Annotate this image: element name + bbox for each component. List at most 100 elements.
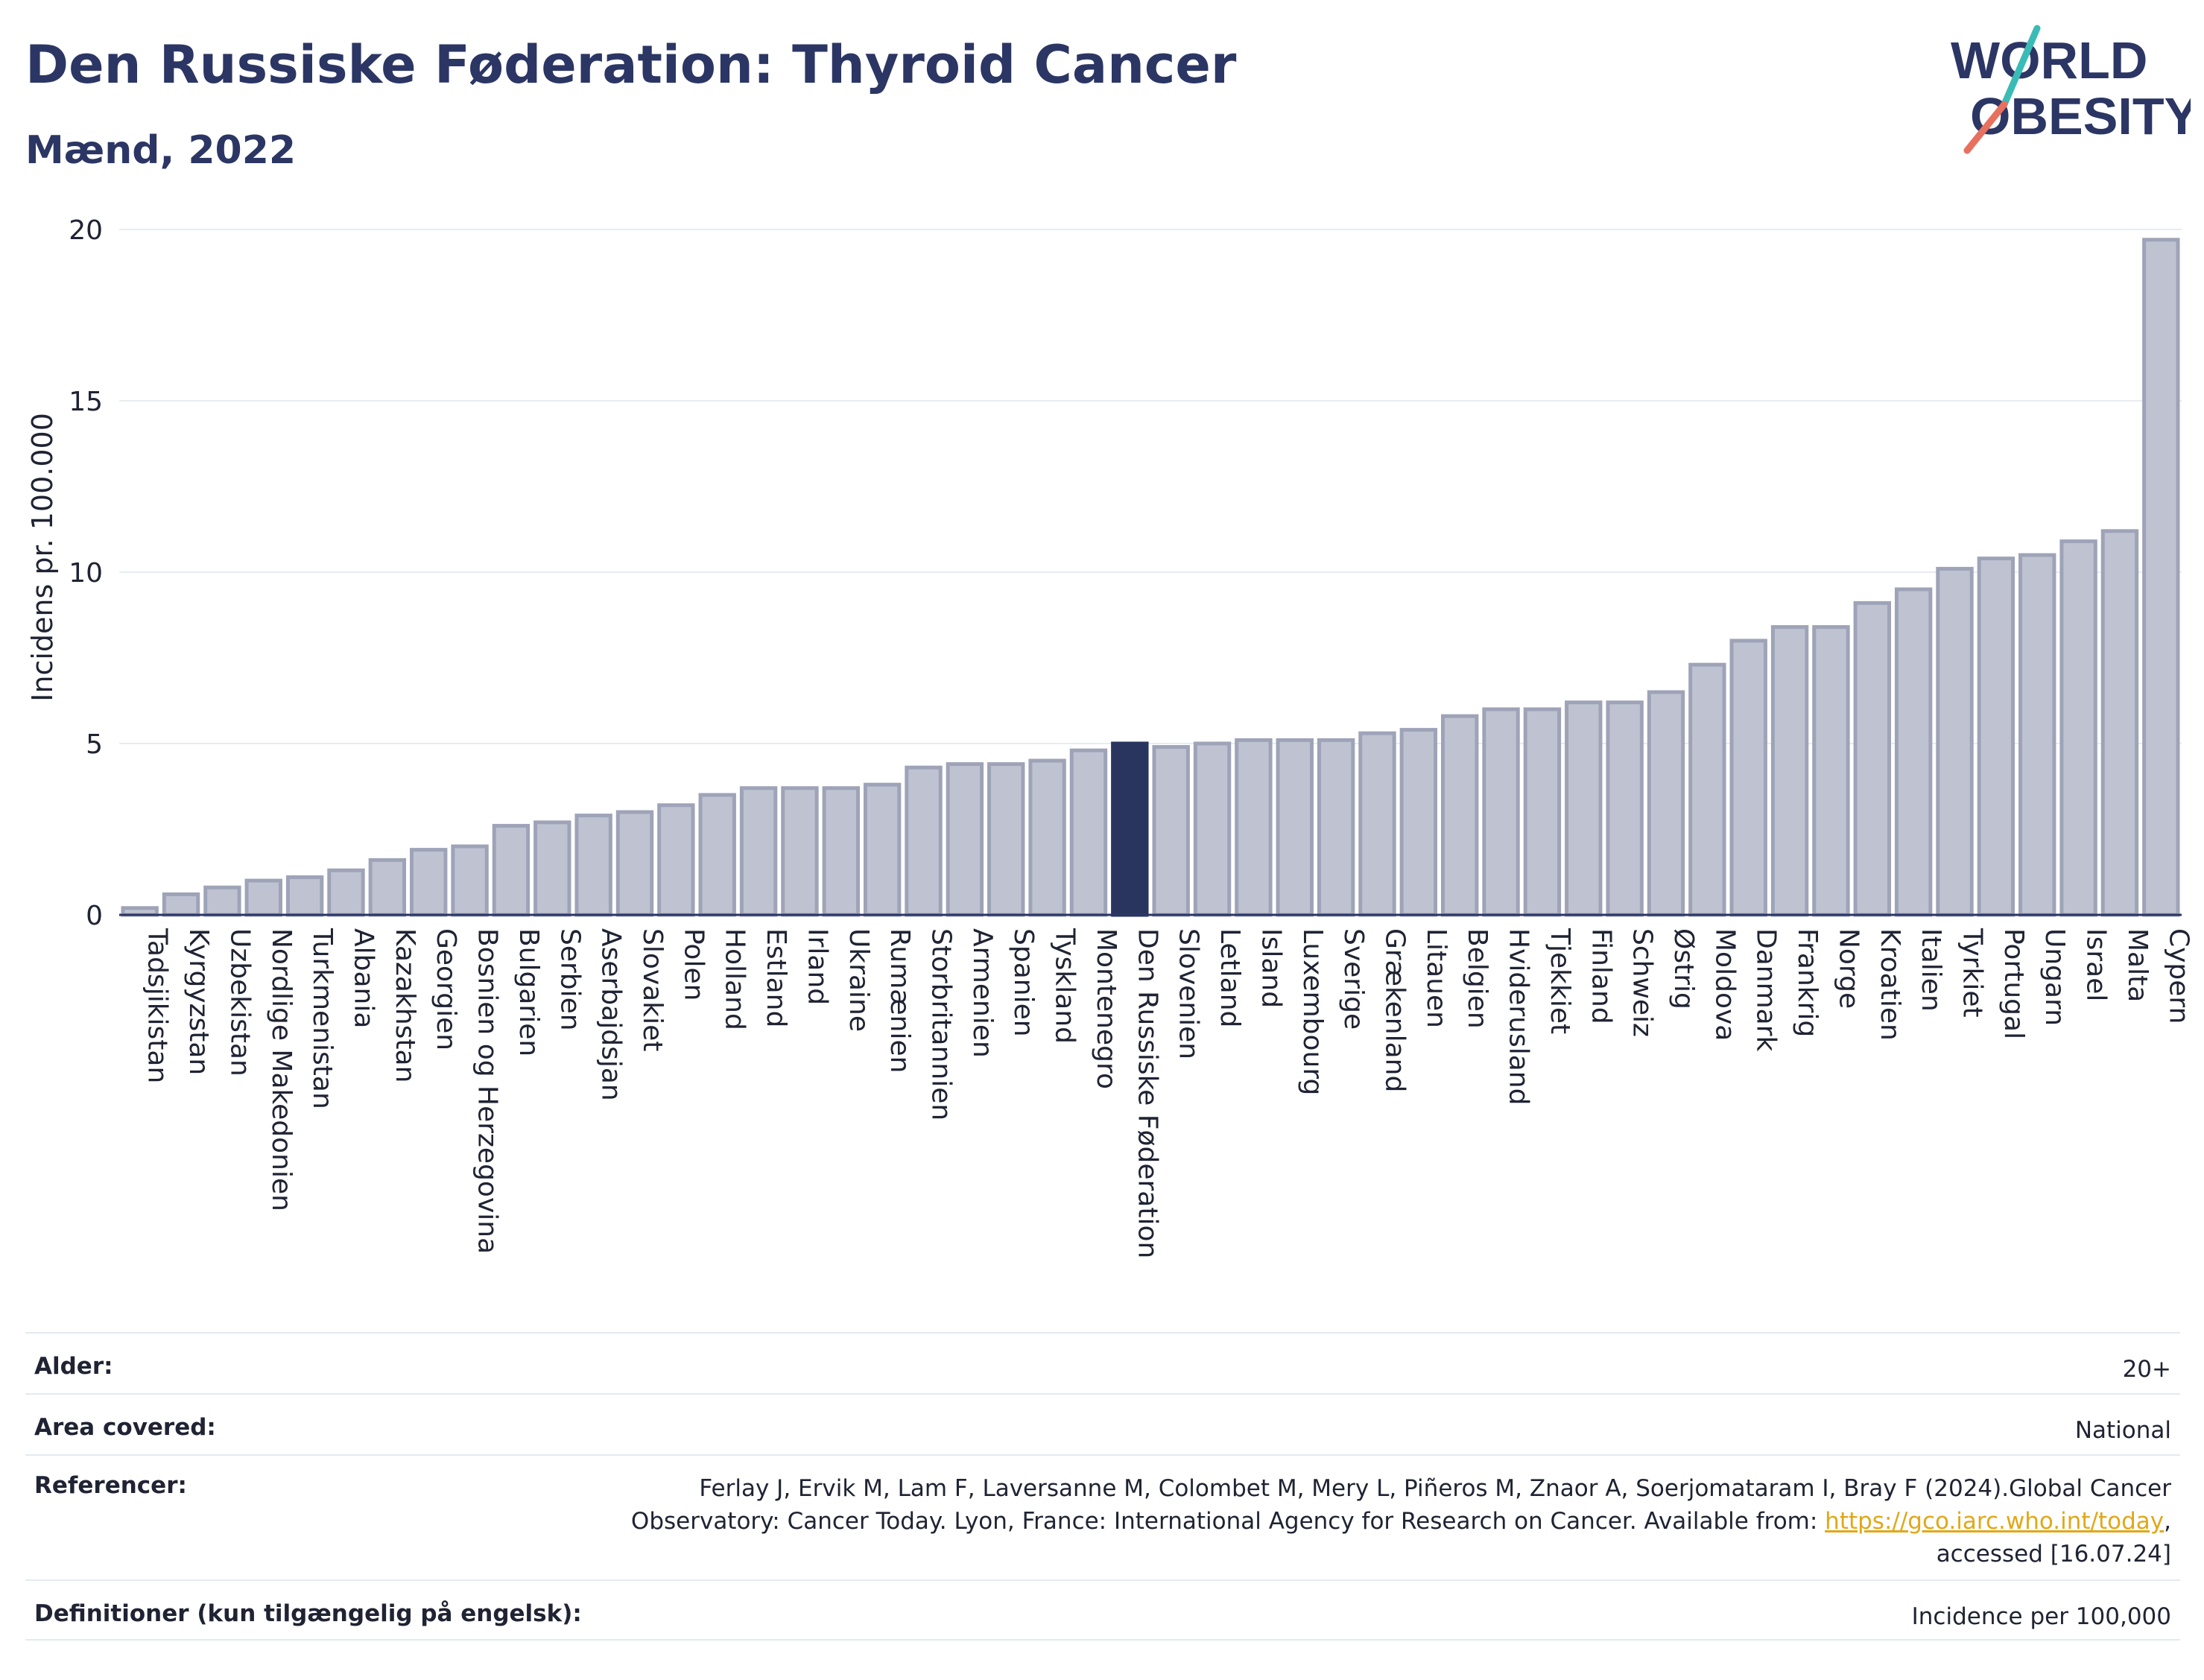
info-row-references: Referencer: Ferlay J, Ervik M, Lam F, La…: [25, 1454, 2180, 1579]
bar-aserbajdsjan[interactable]: [574, 814, 612, 917]
x-tick-label: Montenegro: [1091, 928, 1121, 1089]
bar-ungarn[interactable]: [2018, 553, 2056, 917]
x-tick-label: Tyskland: [1050, 928, 1080, 1044]
info-label-area: Area covered:: [34, 1414, 216, 1441]
bar-schweiz[interactable]: [1606, 700, 1644, 917]
bar-danmark[interactable]: [1729, 638, 1767, 917]
bar-italien[interactable]: [1894, 587, 1933, 917]
bar-bosnien-og-herzegovina[interactable]: [451, 844, 489, 917]
bar-slovakiet[interactable]: [615, 810, 654, 917]
bar-tyrkiet[interactable]: [1936, 566, 1974, 917]
page-subtitle: Mænd, 2022: [25, 128, 297, 173]
bar-uzbekistan[interactable]: [203, 885, 241, 917]
bar-turkmenistan[interactable]: [285, 875, 324, 917]
bar-bulgarien[interactable]: [492, 823, 531, 917]
x-tick-label: Ungarn: [2039, 928, 2070, 1026]
bar-storbritannien[interactable]: [905, 765, 943, 917]
bar-cypern[interactable]: [2142, 238, 2180, 917]
x-tick-label: Letland: [1215, 928, 1245, 1027]
info-value-area: National: [2074, 1417, 2171, 1444]
x-tick-label: Moldova: [1709, 928, 1740, 1041]
bar-nordlige-makedonien[interactable]: [244, 878, 282, 917]
x-tick-label: Polen: [678, 928, 709, 1001]
bar-montenegro[interactable]: [1069, 748, 1108, 917]
bar-hviderusland[interactable]: [1482, 707, 1520, 917]
logo-slash-teal: [2001, 25, 2041, 108]
x-tick-label: Kazakhstan: [390, 928, 420, 1083]
x-tick-label: Hviderusland: [1504, 928, 1534, 1105]
x-tick-label: Slovakiet: [637, 928, 668, 1051]
bar-rumænien[interactable]: [863, 782, 902, 917]
info-label-age: Alder:: [34, 1353, 113, 1380]
info-value-references: Ferlay J, Ervik M, Lam F, Laversanne M, …: [631, 1472, 2171, 1570]
bar-tjekkiet[interactable]: [1523, 707, 1562, 917]
bar-den-russiske-føderation[interactable]: [1111, 741, 1149, 917]
bar-litauen[interactable]: [1399, 728, 1438, 917]
x-tick-label: Ukraine: [843, 928, 874, 1032]
world-obesity-logo: WORLD OBESITY: [1951, 25, 2191, 154]
bar-norge[interactable]: [1812, 625, 1850, 917]
bar-spanien[interactable]: [987, 762, 1025, 917]
x-tick-label: Turkmenistan: [307, 928, 338, 1109]
bar-estland[interactable]: [739, 786, 778, 917]
bar-slovenien[interactable]: [1152, 745, 1190, 917]
bar-irland[interactable]: [781, 786, 819, 917]
x-tick-label: Rumænien: [884, 928, 915, 1073]
bar-albania[interactable]: [327, 868, 365, 917]
logo-slash-red: [1963, 101, 2008, 154]
bar-georgien[interactable]: [410, 848, 448, 917]
bar-frankrig[interactable]: [1770, 625, 1809, 917]
x-tick-label: Georgien: [431, 928, 461, 1050]
x-tick-label: Spanien: [1008, 928, 1039, 1037]
bar-armenien[interactable]: [946, 762, 984, 917]
x-tick-label: Frankrig: [1792, 928, 1823, 1037]
bar-belgien[interactable]: [1441, 714, 1479, 917]
reference-line-2-text: Observatory: Cancer Today. Lyon, France:…: [630, 1508, 1825, 1535]
bar-serbien[interactable]: [533, 820, 571, 917]
x-tick-label: Bosnien og Herzegovina: [472, 928, 503, 1254]
x-tick-label: Luxembourg: [1297, 928, 1328, 1095]
x-tick-label: Belgien: [1462, 928, 1492, 1029]
bar-østrig[interactable]: [1647, 690, 1685, 917]
x-tick-label: Serbien: [554, 928, 585, 1031]
info-value-definitions: Incidence per 100,000: [1911, 1603, 2171, 1630]
bar-kroatien[interactable]: [1853, 600, 1891, 917]
x-tick-label: Norge: [1833, 928, 1863, 1009]
info-label-references: Referencer:: [34, 1472, 187, 1499]
bar-finland[interactable]: [1565, 700, 1603, 917]
reference-line-3: accessed [16.07.24]: [1936, 1541, 2171, 1568]
bar-moldova[interactable]: [1688, 662, 1726, 917]
info-row-age: Alder: 20+: [25, 1332, 2180, 1393]
bar-luxembourg[interactable]: [1276, 738, 1314, 917]
bar-kyrgyzstan[interactable]: [162, 892, 200, 917]
y-tick-label: 0: [86, 901, 103, 931]
x-tick-label: Italien: [1916, 928, 1946, 1012]
bar-holland[interactable]: [698, 793, 736, 917]
x-tick-label: Malta: [2122, 928, 2153, 1002]
reference-line-2-suffix: ,: [2164, 1508, 2171, 1535]
x-tick-label: Island: [1255, 928, 1286, 1008]
bar-israel[interactable]: [2059, 539, 2097, 917]
bar-grækenland[interactable]: [1358, 731, 1396, 917]
x-tick-label: Danmark: [1751, 928, 1782, 1052]
y-axis-label: Incidens pr. 100.000: [26, 413, 59, 702]
x-tick-label: Israel: [2081, 928, 2112, 1001]
x-tick-label: Sverige: [1338, 928, 1369, 1030]
bar-kazakhstan[interactable]: [368, 858, 407, 917]
bar-malta[interactable]: [2100, 529, 2139, 917]
x-tick-label: Tadsjikistan: [142, 928, 173, 1083]
bar-sverige[interactable]: [1317, 738, 1355, 917]
x-tick-label: Albania: [348, 928, 379, 1028]
bar-ukraine[interactable]: [822, 786, 860, 917]
x-tick-label: Finland: [1586, 928, 1616, 1024]
bar-letland[interactable]: [1193, 741, 1232, 917]
info-table: Alder: 20+ Area covered: National Refere…: [25, 1332, 2180, 1641]
bar-island[interactable]: [1235, 738, 1273, 917]
bar-polen[interactable]: [657, 803, 695, 917]
x-tick-label: Storbritannien: [926, 928, 957, 1120]
bar-tyskland[interactable]: [1028, 758, 1066, 917]
reference-link[interactable]: https://gco.iarc.who.int/today: [1825, 1508, 2165, 1535]
x-tick-label: Slovenien: [1174, 928, 1204, 1059]
bar-portugal[interactable]: [1977, 557, 2015, 917]
x-tick-label: Tjekkiet: [1545, 928, 1575, 1034]
